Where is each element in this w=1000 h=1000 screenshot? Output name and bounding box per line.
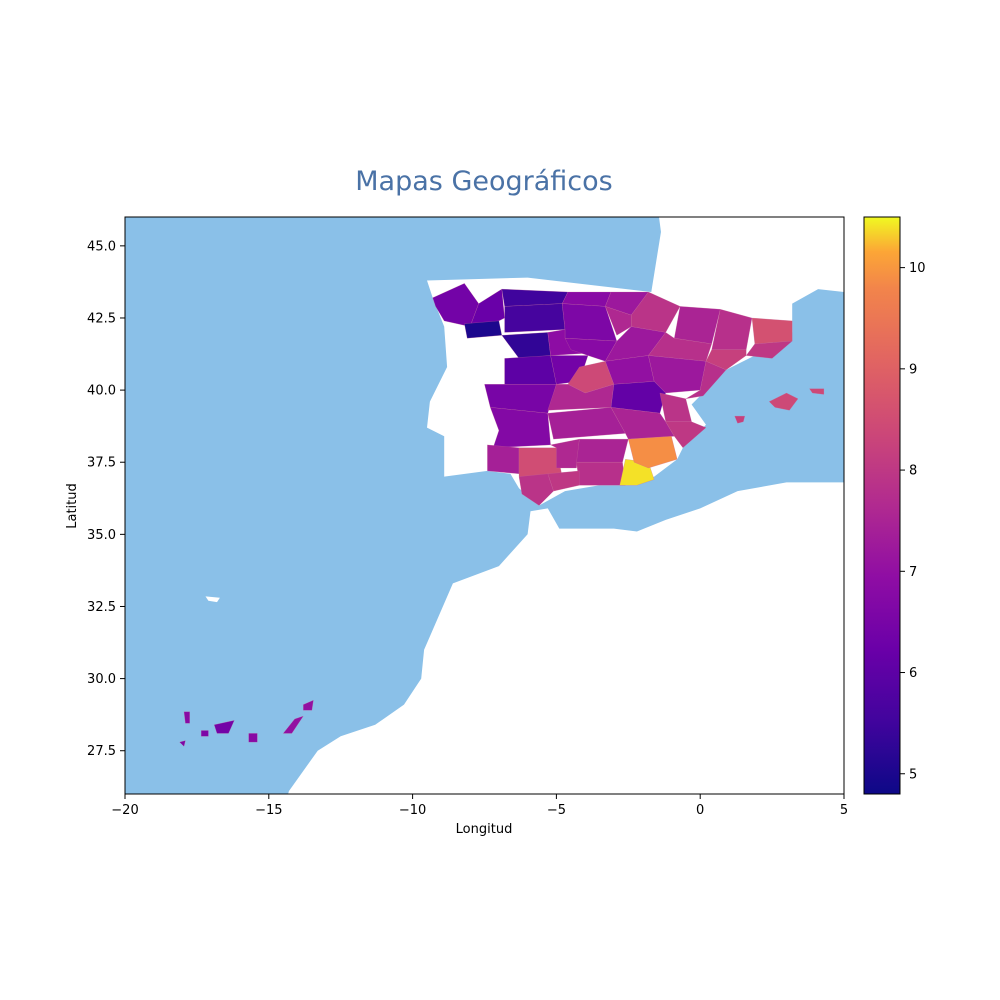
- colorbar-tick-label: 6: [909, 666, 917, 681]
- colorbar-tick-label: 10: [909, 261, 926, 276]
- africa-land: [288, 482, 844, 794]
- x-tick-label: −5: [547, 803, 566, 818]
- y-tick-label: 35.0: [87, 528, 116, 543]
- y-tick-label: 32.5: [87, 600, 116, 615]
- region-el-hierro: [179, 740, 186, 747]
- region-castellon: [685, 361, 727, 399]
- x-tick-label: −15: [255, 803, 282, 818]
- colorbar-tick-label: 8: [909, 464, 917, 479]
- region-ibiza: [734, 415, 746, 424]
- region-la-palma: [183, 711, 190, 724]
- region-alicante: [665, 421, 707, 449]
- y-tick-label: 27.5: [87, 744, 116, 759]
- x-tick-label: 5: [840, 803, 848, 818]
- france-coast: [657, 217, 671, 294]
- colorbar-tick-label: 9: [909, 362, 917, 377]
- region-badajoz: [490, 407, 551, 449]
- region-segovia: [564, 337, 618, 362]
- region-salamanca: [504, 355, 557, 385]
- plot-frame: [124, 216, 845, 795]
- region-menorca: [809, 388, 825, 395]
- x-tick-label: −20: [111, 803, 138, 818]
- region-gran-canaria: [248, 733, 258, 743]
- y-tick-label: 45.0: [87, 239, 116, 254]
- x-tick-label: −10: [399, 803, 426, 818]
- region-teruel: [648, 355, 707, 394]
- region-granada: [576, 462, 626, 486]
- region-cordoba: [549, 438, 580, 469]
- x-tick-label: 0: [696, 803, 704, 818]
- colorbar-gradient: [863, 216, 901, 795]
- colorbar-tick-label: 7: [909, 565, 917, 580]
- region-fuerteventura: [282, 715, 304, 734]
- region-la-gomera: [201, 730, 209, 737]
- plot-area: [125, 217, 844, 794]
- y-axis-label: Latitud: [65, 483, 80, 529]
- region-tenerife: [213, 720, 235, 734]
- madeira-land: [205, 596, 220, 603]
- region-layer: [179, 283, 825, 747]
- region-tarragona: [705, 349, 747, 371]
- y-axis: 27.5 30.0 32.5 35.0 37.5 40.0 42.5 45.0: [87, 239, 125, 759]
- y-tick-label: 42.5: [87, 311, 116, 326]
- region-barcelona: [745, 340, 793, 359]
- region-mallorca: [768, 392, 799, 411]
- region-leon: [504, 303, 566, 333]
- colorbar: 5 6 7 8 9 10: [863, 216, 926, 795]
- region-cadiz: [518, 473, 554, 506]
- region-huelva: [487, 444, 520, 475]
- y-tick-label: 37.5: [87, 456, 116, 471]
- region-jaen: [576, 438, 629, 463]
- x-axis: −20 −15 −10 −5 0 5: [111, 794, 848, 818]
- region-lanzarote: [303, 699, 314, 711]
- region-sevilla: [518, 447, 563, 477]
- x-axis-label: Longitud: [456, 822, 513, 837]
- region-murcia: [628, 436, 678, 469]
- figure-title: Mapas Geográficos: [355, 166, 612, 197]
- region-ourense: [464, 320, 503, 339]
- y-tick-label: 30.0: [87, 672, 116, 687]
- region-zaragoza: [648, 332, 712, 362]
- y-tick-label: 40.0: [87, 384, 116, 399]
- region-girona: [751, 317, 793, 345]
- colorbar-tick-label: 5: [909, 767, 917, 782]
- colorbar-ticks: 5 6 7 8 9 10: [900, 261, 926, 782]
